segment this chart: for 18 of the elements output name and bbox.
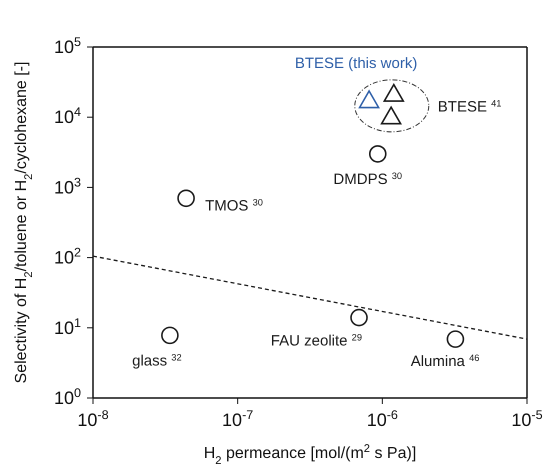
x-tick-label: 10$^{-5}$ bbox=[511, 408, 543, 430]
annotation: DMDPS $^{30}$ bbox=[333, 170, 402, 188]
y-tick-label: 10$^{3}$ bbox=[54, 175, 81, 198]
annotation: TMOS $^{30}$ bbox=[205, 197, 263, 214]
x-tick-label: 10$^{-8}$ bbox=[77, 408, 109, 430]
annotation: BTESE $^{41}$ bbox=[438, 98, 502, 116]
x-tick-label: 10$^{-6}$ bbox=[366, 408, 398, 430]
annotation: FAU zeolite $^{29}$ bbox=[270, 332, 362, 350]
y-tick-label: 10$^{2}$ bbox=[54, 246, 81, 268]
y-tick-label: 10$^{0}$ bbox=[54, 386, 81, 408]
y-tick-label: 10$^{1}$ bbox=[54, 316, 81, 338]
annotation: Alumina $^{46}$ bbox=[410, 353, 480, 370]
y-tick-label: 10$^{5}$ bbox=[54, 35, 81, 57]
x-axis-title: H$_{2}$ permeance [mol/(m$^{2}$ s Pa)] bbox=[204, 443, 416, 467]
annotation: glass $^{32}$ bbox=[132, 352, 182, 370]
y-tick-label: 10$^{4}$ bbox=[54, 105, 81, 128]
annotation: BTESE (this work) bbox=[294, 55, 418, 72]
x-tick-label: 10$^{-7}$ bbox=[222, 408, 254, 430]
